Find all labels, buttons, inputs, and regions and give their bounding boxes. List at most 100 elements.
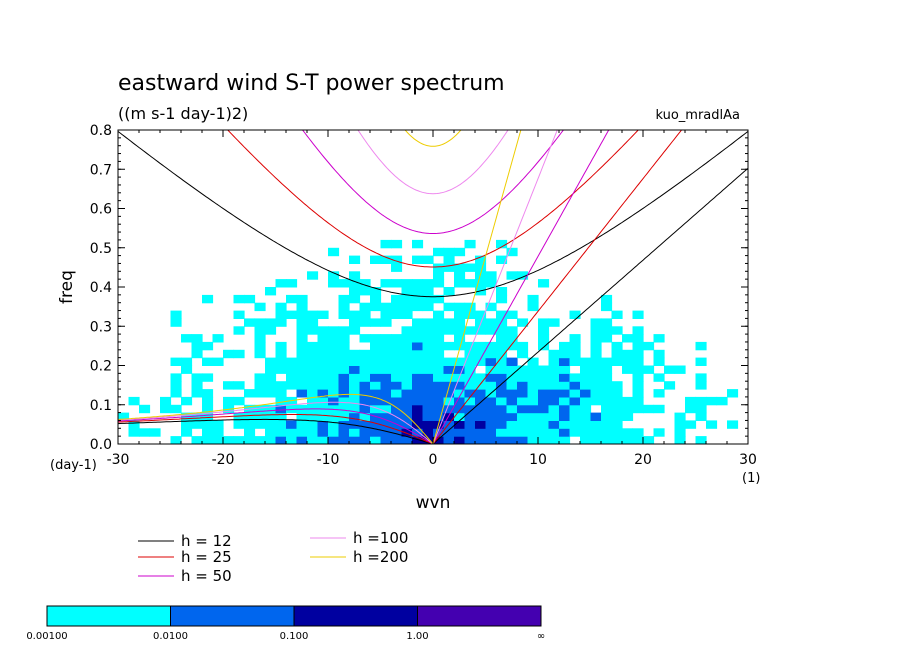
power-cell — [538, 341, 550, 351]
power-cell — [307, 396, 319, 406]
power-cell — [349, 404, 361, 414]
power-cell — [475, 279, 487, 288]
power-cell — [506, 420, 518, 429]
power-cell — [359, 412, 371, 421]
power-cell — [370, 436, 382, 444]
power-cell — [527, 428, 539, 437]
power-cell — [328, 341, 340, 351]
power-cell — [538, 373, 550, 382]
power-cell — [265, 373, 277, 382]
power-cell — [128, 420, 140, 429]
power-cell — [695, 381, 707, 390]
power-cell — [380, 279, 392, 288]
power-cell — [118, 412, 130, 421]
power-cell — [170, 310, 182, 319]
power-cell — [559, 357, 571, 366]
power-cell — [317, 436, 329, 444]
power-cell — [569, 349, 581, 359]
power-cell — [265, 420, 277, 429]
power-cell — [527, 404, 539, 414]
power-cell — [632, 365, 644, 374]
power-cell — [296, 349, 308, 359]
power-cell — [412, 412, 424, 421]
power-cell — [170, 381, 182, 390]
power-cell — [401, 436, 413, 444]
power-cell — [464, 381, 476, 390]
power-cell — [391, 396, 403, 406]
power-cell — [212, 357, 224, 366]
power-spectrum-field — [118, 239, 739, 444]
power-cell — [349, 287, 361, 296]
colorbar-swatch — [170, 605, 295, 627]
power-cell — [695, 341, 707, 351]
power-cell — [475, 349, 487, 359]
power-cell — [580, 365, 592, 374]
power-cell — [391, 357, 403, 366]
power-cell — [538, 436, 550, 444]
power-cell — [559, 389, 571, 398]
power-cell — [380, 412, 392, 421]
power-cell — [349, 365, 361, 374]
y-axis-label: freq — [57, 270, 77, 304]
power-cell — [548, 404, 560, 414]
power-cell — [611, 310, 623, 319]
power-cell — [622, 396, 634, 406]
power-cell — [380, 373, 392, 382]
power-cell — [538, 396, 550, 406]
power-cell — [433, 334, 445, 343]
power-cell — [464, 239, 476, 249]
power-cell — [422, 349, 434, 359]
power-cell — [338, 381, 350, 390]
power-cell — [485, 349, 497, 359]
power-cell — [464, 389, 476, 398]
power-cell — [202, 294, 214, 304]
power-cell — [443, 326, 455, 335]
power-cell — [338, 389, 350, 398]
power-cell — [527, 412, 539, 421]
power-cell — [202, 357, 214, 366]
power-cell — [286, 404, 298, 414]
power-cell — [338, 373, 350, 382]
power-cell — [412, 349, 424, 359]
power-cell — [212, 436, 224, 444]
power-cell — [643, 365, 655, 374]
power-cell — [307, 373, 319, 382]
power-cell — [653, 428, 665, 437]
power-cell — [622, 436, 634, 444]
power-cell — [464, 396, 476, 406]
power-cell — [328, 396, 340, 406]
power-cell — [443, 318, 455, 327]
power-cell — [359, 389, 371, 398]
power-cell — [370, 318, 382, 327]
power-cell — [590, 381, 602, 390]
power-cell — [265, 381, 277, 390]
power-cell — [475, 310, 487, 319]
power-cell — [307, 428, 319, 437]
power-cell — [202, 420, 214, 429]
power-cell — [611, 404, 623, 414]
gravity-wave-curve — [301, 130, 565, 234]
power-cell — [559, 428, 571, 437]
power-cell — [328, 326, 340, 335]
power-cell — [254, 302, 266, 312]
power-cell — [485, 302, 497, 312]
power-cell — [412, 436, 424, 444]
power-cell — [391, 255, 403, 264]
power-cell — [275, 357, 287, 366]
power-cell — [506, 373, 518, 382]
power-cell — [538, 318, 550, 327]
power-cell — [443, 341, 455, 351]
power-cell — [506, 412, 518, 421]
power-cell — [422, 341, 434, 351]
power-cell — [359, 357, 371, 366]
power-cell — [422, 412, 434, 421]
power-cell — [548, 318, 560, 327]
power-cell — [317, 389, 329, 398]
power-cell — [349, 436, 361, 444]
power-cell — [475, 428, 487, 437]
power-cell — [286, 357, 298, 366]
power-cell — [548, 357, 560, 366]
power-cell — [454, 412, 466, 421]
power-cell — [622, 428, 634, 437]
power-cell — [349, 412, 361, 421]
